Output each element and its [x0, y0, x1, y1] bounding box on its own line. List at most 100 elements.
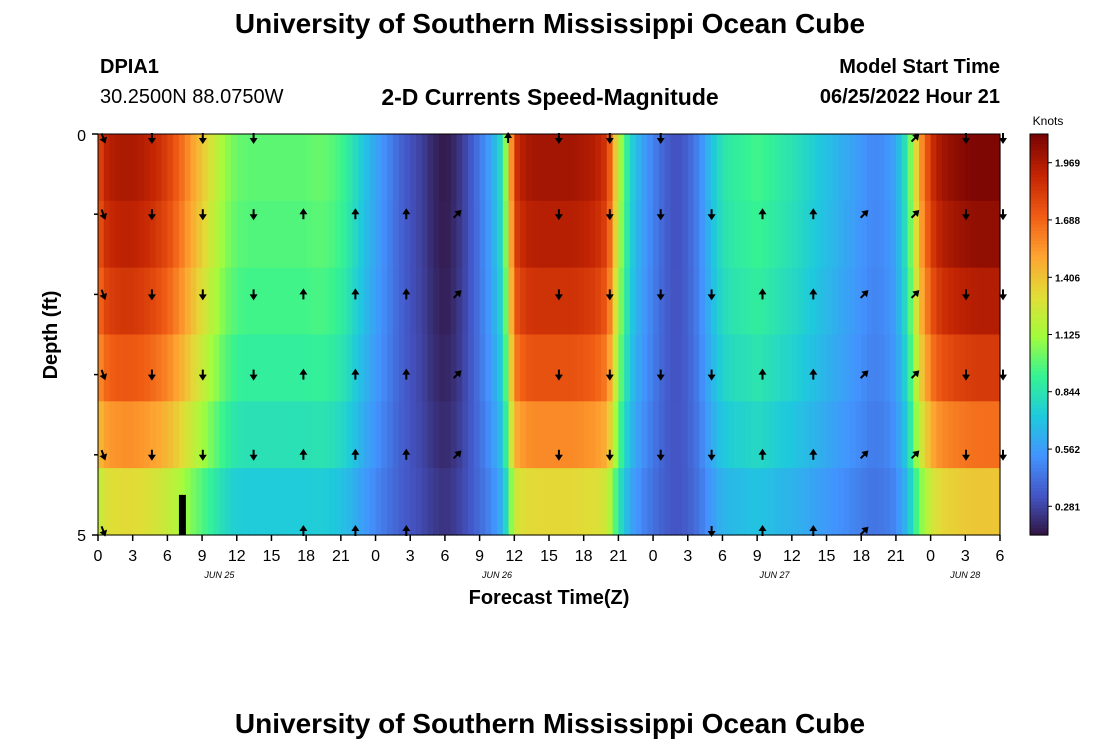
heatmap-cell: [959, 267, 966, 336]
colorbar-swatch: [1030, 401, 1048, 406]
heatmap-cell: [577, 468, 585, 536]
heatmap-cell: [369, 134, 377, 202]
heatmap-cell: [936, 334, 943, 402]
heatmap-cell: [381, 468, 388, 536]
heatmap-cell: [618, 200, 625, 269]
heatmap-cell: [739, 200, 747, 269]
current-arrow: [656, 449, 665, 461]
date-label: JUN 27: [758, 570, 790, 580]
heatmap-cell: [670, 401, 677, 469]
colorbar-swatch: [1030, 478, 1048, 483]
heatmap-cell: [572, 401, 579, 469]
heatmap-cell: [346, 468, 354, 536]
heatmap-cell: [687, 200, 695, 269]
colorbar-swatch: [1030, 197, 1048, 202]
heatmap-cell: [121, 267, 128, 336]
heatmap-cell: [306, 200, 313, 269]
heatmap-cell: [155, 468, 163, 536]
heatmap-cell: [612, 334, 619, 402]
heatmap-cell: [392, 334, 400, 402]
heatmap-cell: [115, 200, 122, 269]
colorbar-swatch: [1030, 150, 1048, 155]
heatmap-cell: [207, 134, 215, 202]
heatmap-cell: [653, 334, 660, 402]
colorbar-swatch: [1030, 271, 1048, 275]
heatmap-cell: [624, 401, 631, 469]
heatmap-cell: [780, 401, 787, 469]
heatmap-cell: [809, 468, 816, 536]
heatmap-cell: [994, 401, 1001, 469]
heatmap-cell: [161, 200, 168, 269]
heatmap-cell: [803, 267, 810, 336]
colorbar-swatch: [1030, 224, 1048, 229]
heatmap-cell: [219, 401, 226, 469]
heatmap-cell: [473, 267, 481, 336]
heatmap-cell: [427, 468, 434, 536]
colorbar-swatch: [1030, 508, 1048, 513]
heatmap-cell: [849, 267, 857, 336]
heatmap-cell: [832, 401, 839, 469]
heatmap-cell: [878, 401, 885, 469]
heatmap-cell: [190, 134, 197, 202]
heatmap-cell: [699, 334, 706, 402]
heatmap-cell: [138, 468, 145, 536]
current-arrow: [809, 208, 818, 220]
heatmap-cell: [843, 134, 851, 202]
current-arrow: [99, 369, 108, 381]
heatmap-cell: [988, 134, 995, 202]
heatmap-cell: [687, 401, 695, 469]
heatmap-cell: [849, 468, 857, 536]
heatmap-cell: [751, 267, 758, 336]
colorbar-swatch: [1030, 491, 1048, 496]
heatmap-cell: [647, 134, 654, 202]
heatmap-cell: [485, 401, 492, 469]
heatmap-cell: [300, 200, 307, 269]
heatmap-cell: [543, 401, 550, 469]
heatmap-cell: [496, 267, 504, 336]
heatmap-cell: [635, 200, 643, 269]
heatmap-cell: [288, 134, 296, 202]
heatmap-cell: [786, 200, 793, 269]
heatmap-cell: [601, 200, 608, 269]
heatmap-cell: [705, 200, 712, 269]
current-arrow: [656, 369, 665, 381]
heatmap-cell: [283, 200, 290, 269]
heatmap-cell: [959, 401, 966, 469]
heatmap-cell: [150, 401, 157, 469]
heatmap-cell: [554, 134, 562, 202]
heatmap-cell: [150, 334, 157, 402]
heatmap-cell: [462, 468, 469, 536]
current-arrow: [999, 369, 1007, 381]
heatmap-cell: [369, 267, 377, 336]
heatmap-cell: [323, 267, 330, 336]
heatmap-cell: [456, 267, 463, 336]
heatmap-cell: [629, 468, 637, 536]
heatmap-cell: [826, 267, 833, 336]
heatmap-cell: [768, 334, 776, 402]
heatmap-cell: [300, 468, 307, 536]
heatmap-cell: [439, 134, 446, 202]
heatmap-cell: [716, 468, 724, 536]
heatmap-cell: [913, 468, 920, 536]
heatmap-cell: [294, 468, 301, 536]
heatmap-cell: [913, 267, 920, 336]
heatmap-cell: [103, 200, 111, 269]
heatmap-cell: [676, 334, 683, 402]
heatmap-cell: [722, 401, 729, 469]
heatmap-cell: [809, 267, 816, 336]
heatmap-cell: [352, 334, 359, 402]
heatmap-cell: [976, 401, 984, 469]
heatmap-cell: [352, 267, 359, 336]
heatmap-cell: [930, 200, 937, 269]
heatmap-cell: [271, 468, 278, 536]
heatmap-cell: [635, 468, 643, 536]
current-arrow: [147, 449, 156, 461]
heatmap-cell: [734, 468, 741, 536]
current-arrow: [859, 290, 869, 299]
heatmap-cell: [658, 267, 666, 336]
heatmap-cell: [624, 200, 631, 269]
current-arrow: [198, 369, 207, 381]
heatmap-cell: [919, 134, 926, 202]
heatmap-cell: [323, 200, 330, 269]
heatmap-cell: [103, 134, 111, 202]
